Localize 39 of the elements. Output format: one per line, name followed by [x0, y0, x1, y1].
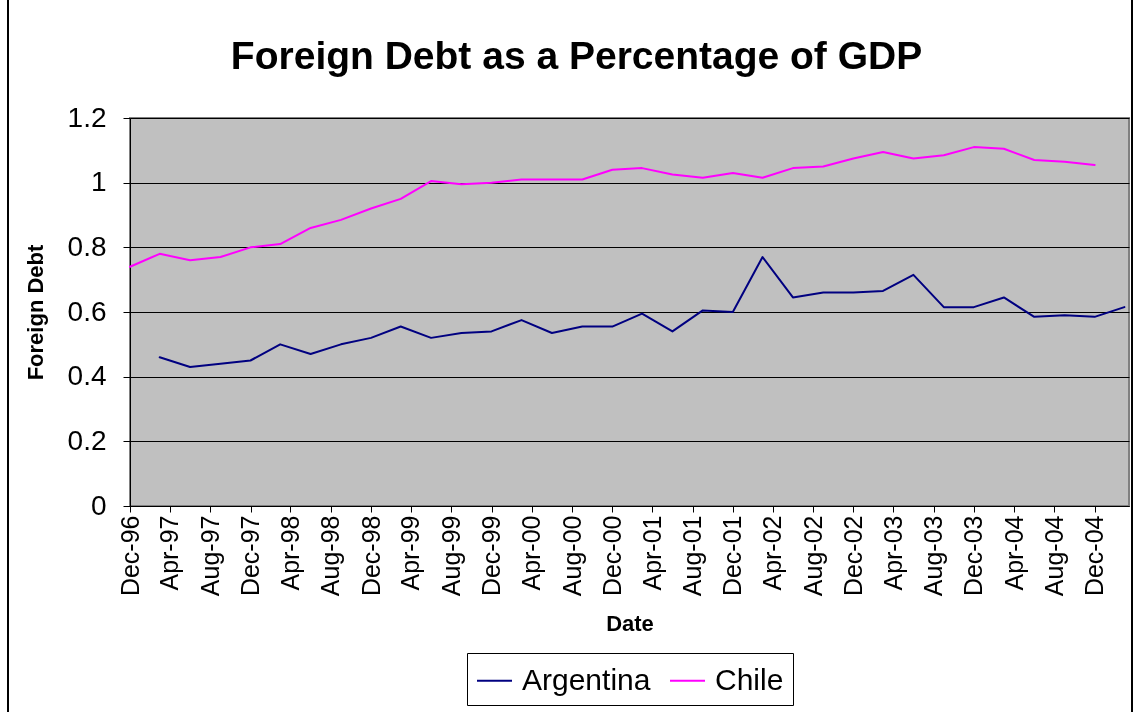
x-tick-label: Dec-03: [959, 515, 988, 597]
y-tick-label: 0.8: [67, 230, 107, 262]
legend-label: Argentina: [522, 662, 651, 696]
x-tick-label: Apr-97: [155, 515, 184, 591]
line-series: [129, 146, 1096, 268]
x-tick-label: Apr-02: [758, 515, 787, 591]
x-tick-label: Dec-96: [115, 515, 144, 597]
x-tick-label: Dec-99: [477, 515, 505, 597]
y-tick-label: 1: [90, 166, 107, 198]
y-axis-title: Foreign Debt: [22, 244, 48, 381]
x-tick-label: Dec-02: [838, 515, 867, 597]
x-tick-label: Apr-01: [637, 515, 666, 591]
x-tick-label: Dec-00: [597, 515, 626, 597]
x-tick-label: Aug-01: [678, 515, 707, 597]
x-tick-label: Dec-98: [356, 515, 385, 597]
y-tick-label: 0.4: [67, 360, 107, 392]
x-tick-label: Aug-99: [436, 515, 465, 597]
chart-title: Foreign Debt as a Percentage of GDP: [230, 34, 923, 77]
x-tick-label: Apr-99: [396, 515, 425, 591]
legend-label: Chile: [715, 662, 784, 696]
x-tick-label: Apr-00: [517, 515, 546, 591]
x-tick-label: Aug-02: [798, 515, 827, 597]
y-tick-label: 0.6: [67, 295, 107, 327]
x-tick-label: Dec-04: [1080, 515, 1109, 597]
x-tick-label: Apr-03: [878, 515, 907, 591]
x-tick-label: Apr-04: [999, 515, 1028, 591]
y-tick-label: 0: [90, 489, 107, 521]
x-tick-label: Aug-97: [195, 515, 224, 597]
x-tick-label: Aug-03: [919, 515, 948, 597]
line-series: [158, 256, 1126, 368]
x-axis-title: Date: [606, 611, 654, 637]
x-tick-label: Aug-00: [557, 515, 586, 597]
x-tick-label: Aug-04: [1039, 515, 1068, 597]
y-tick-label: 1.2: [67, 101, 107, 133]
x-tick-label: Aug-98: [316, 515, 345, 597]
x-tick-label: Dec-01: [718, 515, 747, 597]
y-tick-label: 0.2: [67, 424, 107, 456]
x-tick-label: Dec-97: [236, 515, 264, 597]
x-tick-label: Apr-98: [275, 515, 304, 591]
